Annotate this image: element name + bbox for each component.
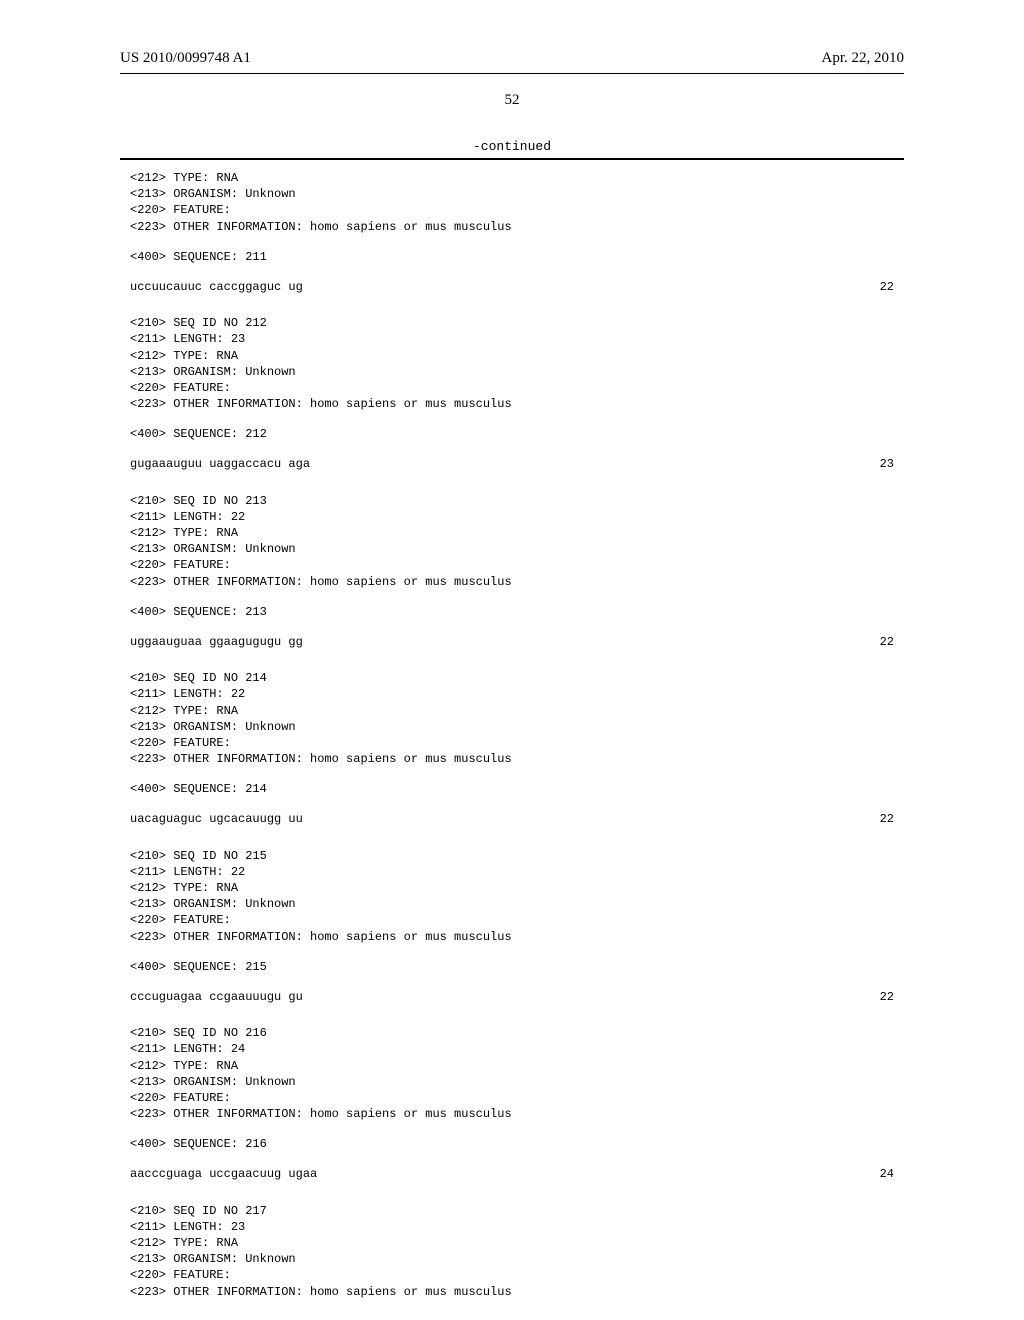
sequence-metadata: <210> SEQ ID NO 215 <211> LENGTH: 22 <21… xyxy=(130,848,894,945)
sequence-length: 22 xyxy=(880,811,894,827)
sequence-text: uccuucauuc caccggaguc ug xyxy=(130,279,303,295)
continued-label: -continued xyxy=(120,139,904,154)
sequence-metadata: <210> SEQ ID NO 216 <211> LENGTH: 24 <21… xyxy=(130,1025,894,1122)
sequence-length: 22 xyxy=(880,279,894,295)
sequence-entry: <210> SEQ ID NO 216 <211> LENGTH: 24 <21… xyxy=(130,1025,894,1183)
sequence-entry: <212> TYPE: RNA <213> ORGANISM: Unknown … xyxy=(130,170,894,295)
sequence-row: uccuucauuc caccggaguc ug 22 xyxy=(130,279,894,295)
publication-number: US 2010/0099748 A1 xyxy=(120,50,251,67)
sequence-row: cccuguagaa ccgaauuugu gu 22 xyxy=(130,989,894,1005)
sequence-metadata: <212> TYPE: RNA <213> ORGANISM: Unknown … xyxy=(130,170,894,235)
sequence-row: uacaguaguc ugcacauugg uu 22 xyxy=(130,811,894,827)
content-top-rule xyxy=(120,158,904,160)
sequence-label: <400> SEQUENCE: 212 xyxy=(130,426,894,442)
sequence-text: cccuguagaa ccgaauuugu gu xyxy=(130,989,303,1005)
sequence-label: <400> SEQUENCE: 216 xyxy=(130,1136,894,1152)
header-rule xyxy=(120,73,904,74)
sequence-label: <400> SEQUENCE: 214 xyxy=(130,781,894,797)
sequence-length: 22 xyxy=(880,634,894,650)
sequence-metadata: <210> SEQ ID NO 213 <211> LENGTH: 22 <21… xyxy=(130,493,894,590)
sequence-label: <400> SEQUENCE: 211 xyxy=(130,249,894,265)
sequence-text: uggaauguaa ggaagugugu gg xyxy=(130,634,303,650)
sequence-text: gugaaauguu uaggaccacu aga xyxy=(130,456,310,472)
sequence-length: 24 xyxy=(880,1166,894,1182)
sequence-label: <400> SEQUENCE: 215 xyxy=(130,959,894,975)
sequence-entry: <210> SEQ ID NO 215 <211> LENGTH: 22 <21… xyxy=(130,848,894,1006)
sequence-entry: <210> SEQ ID NO 213 <211> LENGTH: 22 <21… xyxy=(130,493,894,651)
sequence-label: <400> SEQUENCE: 213 xyxy=(130,604,894,620)
sequence-length: 22 xyxy=(880,989,894,1005)
sequence-row: uggaauguaa ggaagugugu gg 22 xyxy=(130,634,894,650)
page-container: US 2010/0099748 A1 Apr. 22, 2010 52 -con… xyxy=(0,0,1024,1320)
sequence-text: aacccguaga uccgaacuug ugaa xyxy=(130,1166,317,1182)
sequence-length: 23 xyxy=(880,456,894,472)
sequence-metadata: <210> SEQ ID NO 217 <211> LENGTH: 23 <21… xyxy=(130,1203,894,1300)
sequence-entry: <210> SEQ ID NO 214 <211> LENGTH: 22 <21… xyxy=(130,670,894,828)
sequence-row: gugaaauguu uaggaccacu aga 23 xyxy=(130,456,894,472)
sequence-metadata: <210> SEQ ID NO 212 <211> LENGTH: 23 <21… xyxy=(130,315,894,412)
sequence-row: aacccguaga uccgaacuug ugaa 24 xyxy=(130,1166,894,1182)
sequence-listing: <212> TYPE: RNA <213> ORGANISM: Unknown … xyxy=(120,170,904,1300)
sequence-entry: <210> SEQ ID NO 212 <211> LENGTH: 23 <21… xyxy=(130,315,894,473)
sequence-metadata: <210> SEQ ID NO 214 <211> LENGTH: 22 <21… xyxy=(130,670,894,767)
sequence-text: uacaguaguc ugcacauugg uu xyxy=(130,811,303,827)
page-number: 52 xyxy=(120,92,904,109)
publication-date: Apr. 22, 2010 xyxy=(822,50,905,67)
sequence-entry: <210> SEQ ID NO 217 <211> LENGTH: 23 <21… xyxy=(130,1203,894,1300)
page-header: US 2010/0099748 A1 Apr. 22, 2010 xyxy=(120,50,904,67)
